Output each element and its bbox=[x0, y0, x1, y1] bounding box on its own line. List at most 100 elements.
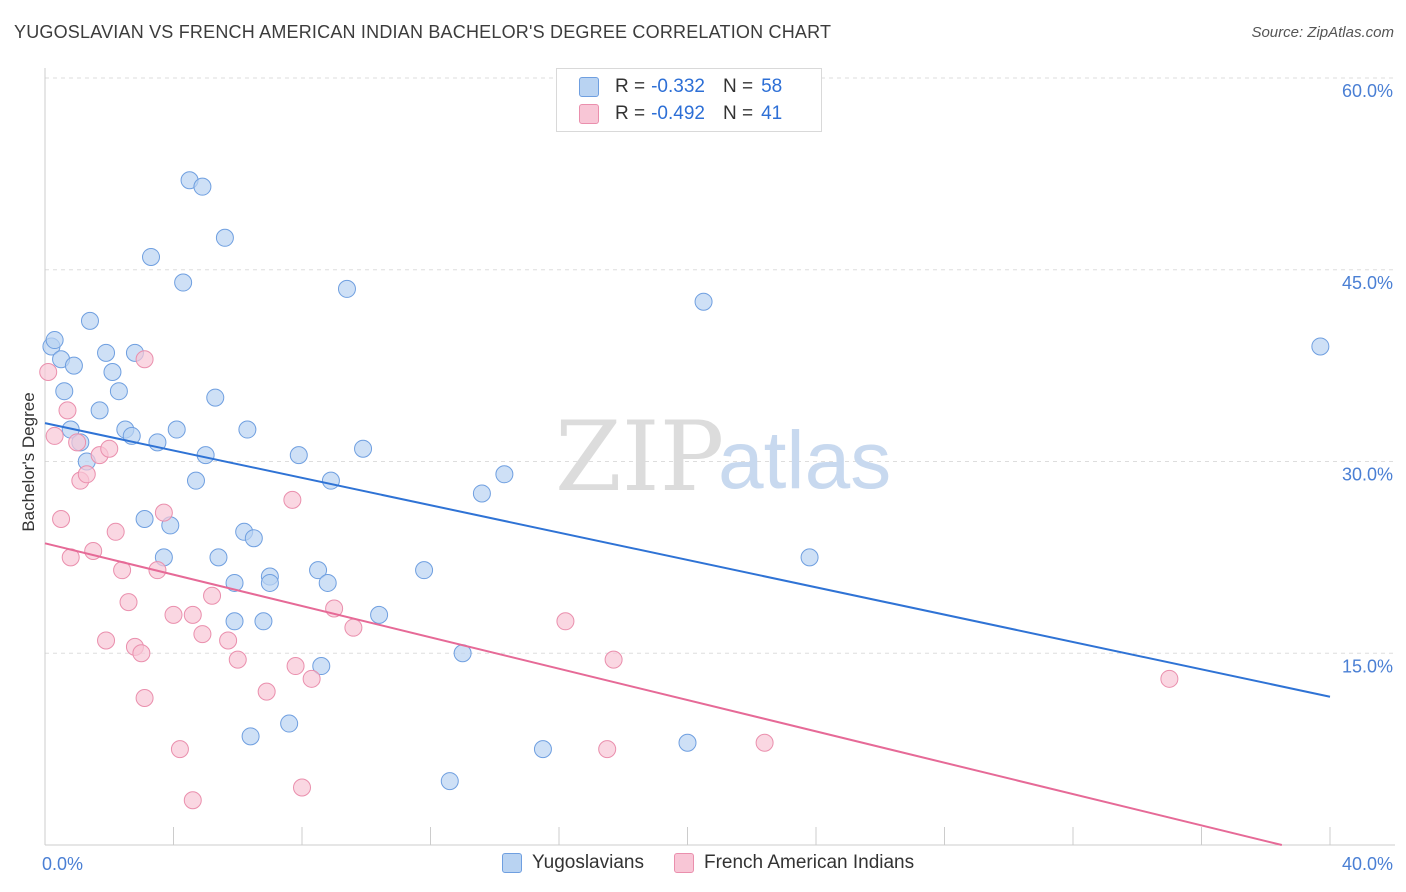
yugoslavian-point bbox=[97, 343, 116, 362]
yugoslavian-point bbox=[142, 247, 161, 266]
yugoslavian-point bbox=[64, 356, 83, 375]
french-american-indian-point bbox=[100, 439, 119, 458]
french-american-indian-point bbox=[183, 605, 202, 624]
french-american-indian-point bbox=[203, 586, 222, 605]
legend-row-yugoslavians: R = -0.332 N = 58 bbox=[579, 75, 782, 99]
french-american-indian-point bbox=[228, 650, 247, 669]
yugoslavian-point bbox=[238, 420, 257, 439]
french-american-indian-point bbox=[286, 657, 305, 676]
yugoslavian-point bbox=[209, 548, 228, 567]
yugoslavian-point bbox=[678, 733, 697, 752]
legend-label: Yugoslavians bbox=[532, 852, 644, 873]
french-american-indian-point bbox=[1160, 669, 1179, 688]
legend-swatch-pink bbox=[579, 104, 599, 124]
yugoslavian-point bbox=[800, 548, 819, 567]
yugoslavian-point bbox=[533, 740, 552, 759]
trend-line bbox=[44, 542, 1283, 846]
yugoslavian-point bbox=[103, 363, 122, 382]
watermark-atlas: atlas bbox=[718, 415, 891, 506]
french-american-indian-point bbox=[97, 631, 116, 650]
legend-swatch-pink bbox=[673, 853, 694, 873]
yugoslavian-point bbox=[55, 382, 74, 401]
trend-lines bbox=[44, 422, 1331, 846]
watermark-zip: ZIP bbox=[555, 401, 724, 513]
yugoslavian-point bbox=[241, 727, 260, 746]
legend-r-value: -0.332 bbox=[651, 76, 705, 97]
yugoslavian-point bbox=[260, 573, 279, 592]
y-tick-label: 15.0% bbox=[1342, 656, 1393, 676]
french-american-indian-point bbox=[755, 733, 774, 752]
yugoslavian-point bbox=[135, 510, 154, 529]
yugoslavian-point bbox=[495, 465, 514, 484]
french-american-indian-point bbox=[39, 363, 58, 382]
french-american-indian-point bbox=[45, 426, 64, 445]
french-american-indian-point bbox=[193, 625, 212, 644]
legend-n-label: N = bbox=[722, 76, 754, 97]
legend-row-french-american-indians: R = -0.492 N = 41 bbox=[579, 102, 782, 126]
french-american-indian-point bbox=[293, 778, 311, 797]
yugoslavian-point bbox=[80, 311, 99, 330]
yugoslavian-point bbox=[280, 714, 299, 733]
yugoslavian-point bbox=[312, 657, 331, 676]
french-american-indian-point bbox=[183, 791, 202, 810]
french-american-indian-point bbox=[219, 631, 238, 650]
trend-line bbox=[44, 422, 1331, 698]
yugoslavian-point bbox=[186, 471, 205, 490]
y-tick-label: 30.0% bbox=[1342, 465, 1393, 485]
french-american-indian-point bbox=[283, 490, 302, 509]
watermark: ZIP atlas bbox=[555, 401, 891, 513]
french-american-indian-point bbox=[302, 669, 321, 688]
yugoslavian-point bbox=[109, 382, 128, 401]
yugoslavian-point bbox=[167, 420, 186, 439]
french-american-indian-point bbox=[135, 688, 154, 707]
legend-label: French American Indians bbox=[703, 852, 915, 873]
yugoslavian-point bbox=[337, 279, 356, 298]
yugoslavian-point bbox=[174, 273, 193, 292]
yugoslavian-point bbox=[225, 573, 244, 592]
yugoslavian-point bbox=[215, 228, 234, 247]
legend-n-value: 58 bbox=[761, 76, 783, 97]
yugoslavian-point bbox=[225, 612, 244, 631]
x-tick-label: 0.0% bbox=[42, 854, 83, 874]
french-american-indian-point bbox=[164, 605, 183, 624]
french-american-indian-point bbox=[154, 503, 173, 522]
yugoslavian-point bbox=[354, 439, 373, 458]
yugoslavian-point bbox=[244, 529, 263, 548]
legend-r-label: R = bbox=[615, 76, 646, 97]
legend-n-label: N = bbox=[722, 103, 754, 124]
yugoslavian-point bbox=[289, 446, 308, 465]
french-american-indian-point bbox=[135, 350, 154, 369]
x-tick-label: 40.0% bbox=[1342, 854, 1393, 874]
legend-n-value: 41 bbox=[761, 103, 783, 124]
yugoslavian-point bbox=[309, 561, 328, 580]
tick-labels: 15.0% 30.0% 45.0% 60.0% 0.0% 40.0% bbox=[42, 81, 1393, 874]
yugoslavian-point bbox=[254, 612, 273, 631]
y-tick-label: 45.0% bbox=[1342, 273, 1393, 293]
yugoslavian-point bbox=[45, 331, 64, 350]
french-american-indian-point bbox=[344, 618, 363, 637]
axes bbox=[44, 68, 1395, 846]
yugoslavian-point bbox=[472, 484, 491, 503]
yugoslavian-point bbox=[1311, 337, 1330, 356]
yugoslavian-point bbox=[321, 471, 340, 490]
french-american-indian-point bbox=[170, 740, 189, 759]
yugoslavian-point bbox=[415, 561, 434, 580]
y-axis-label: Bachelor's Degree bbox=[19, 392, 38, 531]
french-american-indian-point bbox=[257, 682, 276, 701]
series-legend: Yugoslavians French American Indians bbox=[502, 852, 944, 874]
yugoslavian-point bbox=[440, 772, 459, 791]
series-french-american-indians bbox=[39, 350, 1179, 810]
french-american-indian-point bbox=[58, 401, 77, 420]
legend-swatch-blue bbox=[502, 853, 522, 873]
yugoslavian-point bbox=[318, 573, 337, 592]
chart-title: YUGOSLAVIAN VS FRENCH AMERICAN INDIAN BA… bbox=[14, 22, 832, 42]
french-american-indian-point bbox=[68, 433, 87, 452]
yugoslavian-point bbox=[90, 401, 109, 420]
french-american-indian-point bbox=[598, 740, 617, 759]
french-american-indian-point bbox=[119, 593, 138, 612]
legend-item-french-american-indians[interactable]: French American Indians bbox=[673, 852, 915, 874]
yugoslavian-point bbox=[694, 292, 713, 311]
legend-r-label: R = bbox=[615, 103, 646, 124]
legend-item-yugoslavians[interactable]: Yugoslavians bbox=[502, 852, 644, 874]
